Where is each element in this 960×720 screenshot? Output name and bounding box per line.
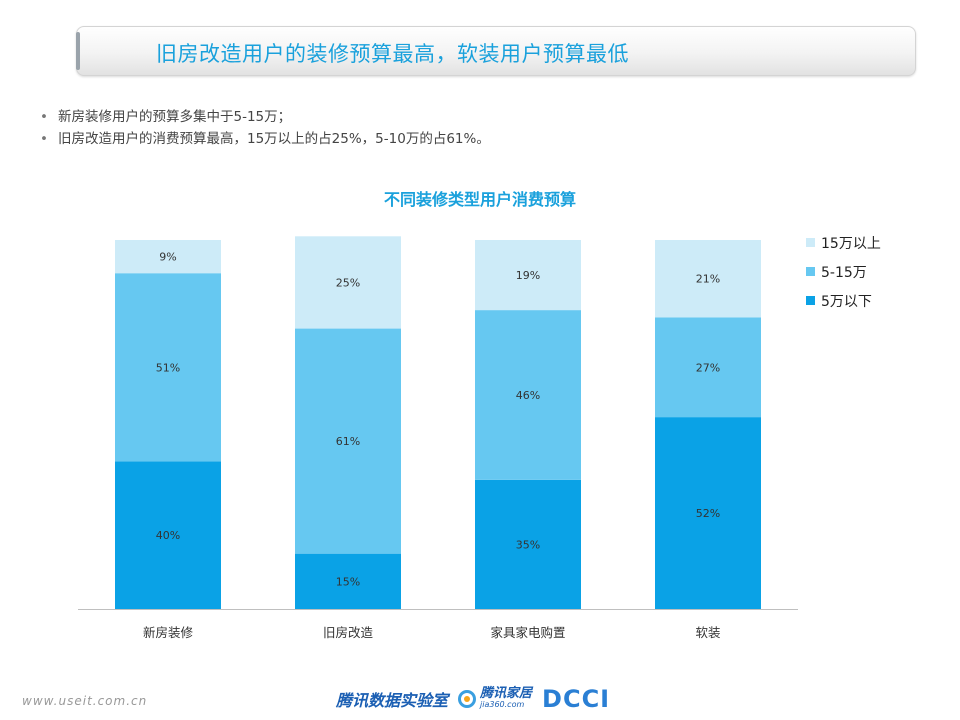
legend-label: 5-15万 — [821, 264, 867, 281]
bar-segment — [295, 553, 401, 609]
title-banner: 旧房改造用户的装修预算最高，软装用户预算最低 — [76, 26, 916, 76]
data-label: 27% — [696, 361, 720, 374]
jiaju-logo-subtext: jia360.com — [480, 700, 525, 709]
bar-segment — [655, 417, 761, 609]
data-label: 19% — [516, 269, 540, 282]
bar-segment — [655, 240, 761, 318]
data-label: 25% — [336, 276, 360, 289]
bar-segment — [115, 240, 221, 274]
footer-logos: 腾讯数据实验室 腾讯家居 jia360.com DCCI — [336, 684, 610, 714]
data-label: 40% — [156, 529, 180, 542]
legend-label: 5万以下 — [821, 293, 872, 310]
tencent-data-lab-logo: 腾讯数据实验室 — [336, 691, 449, 710]
page-title: 旧房改造用户的装修预算最高，软装用户预算最低 — [156, 42, 629, 66]
bar-segment — [115, 273, 221, 462]
data-label: 51% — [156, 361, 180, 374]
legend-label: 15万以上 — [821, 235, 881, 252]
tencent-jiaju-logo: 腾讯家居 jia360.com — [458, 686, 533, 710]
bullet-icon: • — [40, 131, 48, 147]
chart-legend: 15万以上 5-15万 5万以下 — [806, 228, 881, 315]
jiaju-logo-text: 腾讯家居 — [480, 686, 533, 701]
bullet-item: • 新房装修用户的预算多集中于5-15万； — [40, 106, 490, 128]
legend-item-15w-plus: 15万以上 — [806, 228, 881, 257]
bullet-item: • 旧房改造用户的消费预算最高，15万以上的占25%，5-10万的占61%。 — [40, 128, 490, 150]
bar-segment — [115, 461, 221, 609]
bullet-list: • 新房装修用户的预算多集中于5-15万； • 旧房改造用户的消费预算最高，15… — [40, 106, 490, 150]
data-label: 35% — [516, 538, 540, 551]
bar-segment — [475, 479, 581, 609]
x-tick-label: 家具家电购置 — [490, 625, 565, 640]
x-tick-label: 旧房改造 — [323, 625, 374, 640]
jiaju-logo-icon — [458, 690, 477, 708]
legend-item-under-5w: 5万以下 — [806, 286, 881, 315]
data-label: 21% — [696, 273, 720, 286]
x-tick-label: 软装 — [695, 625, 720, 640]
bullet-text: 旧房改造用户的消费预算最高，15万以上的占25%，5-10万的占61%。 — [58, 131, 490, 147]
data-label: 61% — [336, 435, 360, 448]
bar-segment — [295, 328, 401, 554]
footer-url: www.useit.com.cn — [22, 694, 148, 708]
data-label: 52% — [696, 507, 720, 520]
dcci-logo: DCCI — [542, 685, 611, 713]
data-label: 9% — [159, 251, 176, 264]
bar-segment — [475, 240, 581, 311]
bullet-text: 新房装修用户的预算多集中于5-15万； — [58, 109, 292, 125]
legend-swatch — [806, 238, 815, 247]
data-label: 15% — [336, 575, 360, 588]
legend-swatch — [806, 296, 815, 305]
bar-segment — [295, 236, 401, 329]
data-label: 46% — [516, 389, 540, 402]
x-tick-label: 新房装修 — [143, 625, 194, 640]
chart-title: 不同装修类型用户消费预算 — [383, 190, 576, 209]
bar-segment — [655, 317, 761, 418]
legend-swatch — [806, 267, 815, 276]
legend-item-5-15w: 5-15万 — [806, 257, 881, 286]
bar-segment — [475, 310, 581, 480]
bullet-icon: • — [40, 109, 48, 125]
